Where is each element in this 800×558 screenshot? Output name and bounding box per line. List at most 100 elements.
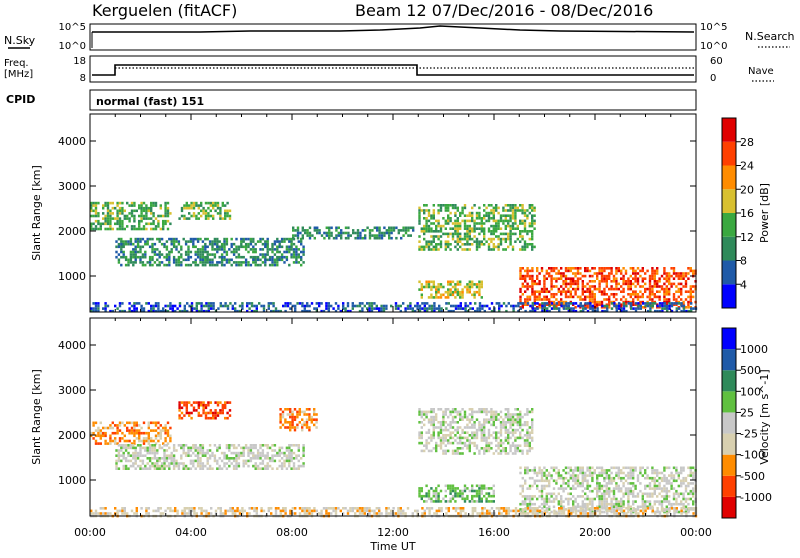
velocity-cell: [210, 409, 212, 412]
velocity-cell: [680, 485, 682, 488]
velocity-cell: [680, 480, 682, 483]
power-cell: [199, 238, 201, 241]
power-cell: [498, 307, 500, 310]
velocity-cell: [269, 447, 271, 450]
power-cell: [521, 212, 523, 215]
power-cell: [682, 275, 684, 278]
velocity-cell: [531, 429, 533, 432]
velocity-cell: [526, 450, 528, 453]
velocity-cell: [514, 418, 516, 421]
power-cell: [505, 220, 507, 223]
velocity-cell: [670, 472, 672, 475]
power-cell: [245, 238, 247, 241]
power-cell: [209, 259, 211, 262]
power-cell: [251, 302, 253, 305]
velocity-cell: [690, 469, 692, 472]
velocity-cell: [418, 413, 420, 416]
power-cell: [167, 210, 169, 213]
power-cell: [120, 246, 122, 249]
power-cell: [521, 204, 523, 207]
power-cell: [202, 246, 204, 249]
power-cell: [519, 235, 521, 238]
velocity-cell: [137, 444, 139, 447]
power-cell: [543, 290, 545, 293]
velocity-cell: [123, 444, 125, 447]
velocity-cell: [517, 429, 519, 432]
velocity-cell: [447, 487, 449, 490]
power-cell: [466, 214, 468, 217]
power-cell: [574, 293, 576, 296]
velocity-cell: [632, 477, 634, 480]
velocity-cell: [442, 450, 444, 453]
power-cell: [279, 246, 281, 249]
power-cell: [428, 212, 430, 215]
velocity-cell: [548, 474, 550, 477]
power-cell: [395, 307, 397, 310]
power-cell: [300, 251, 302, 254]
power-cell: [217, 204, 219, 207]
power-cell: [226, 261, 228, 264]
power-cell: [594, 293, 596, 296]
velocity-cell: [442, 442, 444, 445]
velocity-cell: [473, 495, 475, 498]
power-cell: [250, 240, 252, 243]
velocity-cell: [685, 480, 687, 483]
power-colorbar-swatch: [722, 118, 736, 142]
power-cell: [452, 305, 454, 308]
velocity-cell: [538, 480, 540, 483]
velocity-cell: [526, 503, 528, 506]
power-cell: [402, 234, 404, 237]
power-colorbar-swatch: [722, 213, 736, 237]
velocity-cell: [137, 457, 139, 460]
velocity-cell: [100, 442, 102, 445]
power-cell: [433, 212, 435, 215]
power-cell: [541, 288, 543, 291]
velocity-cell: [442, 416, 444, 419]
power-cell: [290, 256, 292, 259]
velocity-cell: [135, 457, 137, 460]
velocity-cell: [507, 413, 509, 416]
power-cell: [294, 307, 296, 310]
power-cell: [302, 253, 304, 256]
velocity-cell: [148, 424, 150, 427]
power-cell: [211, 248, 213, 251]
velocity-cell: [199, 444, 201, 447]
power-cell: [642, 293, 644, 296]
power-cell: [139, 261, 141, 264]
power-cell: [166, 259, 168, 262]
power-cell: [591, 296, 593, 299]
power-cell: [538, 296, 540, 299]
power-cell: [318, 229, 320, 232]
power-cell: [361, 307, 363, 310]
power-cell: [531, 207, 533, 210]
power-cell: [128, 217, 130, 220]
power-cell: [551, 302, 553, 305]
velocity-cell: [582, 480, 584, 483]
velocity-cell: [114, 437, 116, 440]
velocity-cell: [531, 437, 533, 440]
power-cell: [95, 302, 97, 305]
power-cell: [565, 296, 567, 299]
power-cell: [283, 240, 285, 243]
power-cell: [568, 305, 570, 308]
power-cell: [390, 227, 392, 230]
velocity-cell: [541, 498, 543, 501]
power-cell: [625, 270, 627, 273]
power-cell: [92, 302, 94, 305]
velocity-cell: [223, 457, 225, 460]
power-cell: [594, 272, 596, 275]
velocity-cell: [109, 440, 111, 443]
power-cell: [637, 283, 639, 286]
power-cell: [256, 307, 258, 310]
velocity-cell: [622, 500, 624, 503]
velocity-cell: [131, 429, 133, 432]
velocity-cell: [459, 437, 461, 440]
velocity-cell: [233, 444, 235, 447]
velocity-cell: [209, 467, 211, 470]
power-cell: [264, 246, 266, 249]
velocity-cell: [221, 452, 223, 455]
power-cell: [114, 217, 116, 220]
power-cell: [610, 272, 612, 275]
power-cell: [171, 251, 173, 254]
power-cell: [128, 212, 130, 215]
